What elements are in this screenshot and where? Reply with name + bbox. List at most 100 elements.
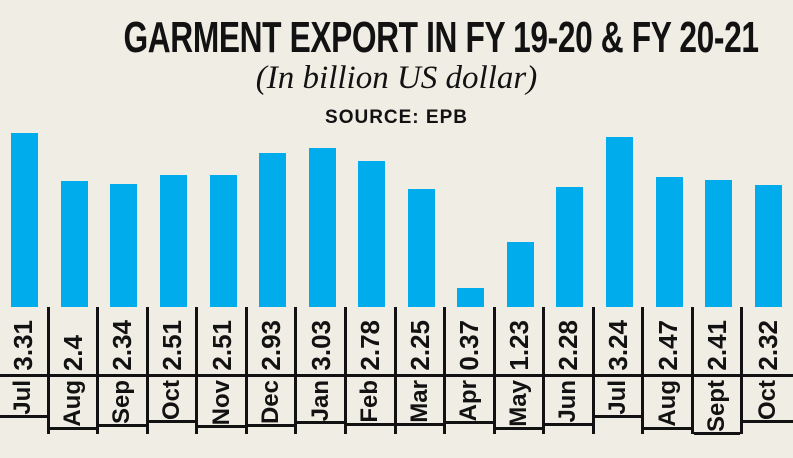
bar-zone <box>595 133 645 307</box>
value-label: 2.25 <box>404 320 435 371</box>
bar <box>11 133 39 307</box>
bar <box>506 242 534 307</box>
month-cell: Jul <box>594 377 645 434</box>
value-label: 2.78 <box>355 320 386 371</box>
value-label: 2.93 <box>256 320 287 371</box>
bar-zone <box>198 133 248 307</box>
chart-subtitle: (In billion US dollar) <box>255 60 538 96</box>
month-underline: Aug <box>49 377 97 430</box>
chart-column: 0.37 Apr <box>446 133 496 434</box>
value-cell: 2.51 <box>148 307 199 377</box>
value-cell: 2.51 <box>198 307 248 377</box>
month-label: Jul <box>9 380 37 415</box>
chart-column: 2.51 Oct <box>148 133 199 434</box>
value-label: 0.37 <box>454 320 485 371</box>
value-cell: 2.34 <box>99 307 149 377</box>
chart-column: 2.41 Sept <box>693 133 744 436</box>
chart-column: 2.34 Sep <box>99 133 149 434</box>
month-label: Oct <box>754 380 782 421</box>
month-cell: Jan <box>297 377 347 434</box>
value-label: 2.4 <box>57 334 88 371</box>
month-underline: Apr <box>446 377 493 425</box>
value-label: 2.34 <box>107 320 138 371</box>
month-underline: Nov <box>198 377 245 429</box>
month-label: Sep <box>108 380 136 425</box>
value-label: 2.41 <box>702 320 733 371</box>
month-underline: Jan <box>297 377 344 425</box>
value-label: 3.31 <box>8 320 39 371</box>
bar-chart: 3.31 Jul 2.4 Aug 2.34 Sep 2.51 Oct 2.51 Nov 2.93 De… <box>0 133 793 436</box>
value-label: 3.24 <box>603 320 634 371</box>
chart-column: 3.31 Jul <box>0 133 50 434</box>
month-underline: Sept <box>693 377 741 436</box>
month-label: Jan <box>306 380 334 422</box>
value-label: 2.47 <box>652 320 683 371</box>
month-underline: Jul <box>0 377 47 418</box>
bar-zone <box>644 133 694 307</box>
bar <box>209 175 237 307</box>
chart-column: 2.25 Mar <box>396 133 447 434</box>
source-label: SOURCE: EPB <box>325 107 468 128</box>
value-label: 2.32 <box>753 320 784 371</box>
value-label: 1.23 <box>503 320 534 371</box>
value-cell: 2.4 <box>49 307 100 377</box>
month-label: Dec <box>257 380 285 425</box>
bar <box>159 175 187 307</box>
bar <box>606 137 634 307</box>
month-cell: Apr <box>446 377 496 434</box>
value-cell: 2.28 <box>545 307 595 377</box>
chart-title-text: GARMENT EXPORT IN FY 19-20 & FY 20-21 <box>123 13 759 62</box>
value-label: 2.51 <box>156 320 187 371</box>
month-cell: Nov <box>198 377 248 434</box>
value-cell: 2.78 <box>346 307 397 377</box>
bar <box>655 177 683 307</box>
value-cell: 1.23 <box>495 307 546 377</box>
month-cell: Oct <box>148 377 199 434</box>
value-label: 2.28 <box>553 320 584 371</box>
bar-zone <box>149 133 199 307</box>
month-label: Jul <box>604 380 632 415</box>
month-underline: Mar <box>396 377 444 426</box>
month-label: Oct <box>157 380 185 421</box>
value-cell: 3.31 <box>0 307 50 377</box>
chart-column: 2.51 Nov <box>198 133 248 434</box>
bar <box>358 161 386 307</box>
month-label: Sept <box>703 380 731 433</box>
chart-title: GARMENT EXPORT IN FY 19-20 & FY 20-21 <box>0 16 793 60</box>
month-cell: Sept <box>693 377 744 436</box>
month-label: Aug <box>58 380 86 427</box>
bar <box>110 184 138 307</box>
chart-column: 3.03 Jan <box>297 133 347 434</box>
bar-zone <box>347 133 397 307</box>
month-cell: Jul <box>0 377 50 434</box>
chart-column: 2.78 Feb <box>346 133 397 434</box>
month-underline: Dec <box>247 377 295 428</box>
bar <box>60 181 88 307</box>
month-label: Jun <box>554 380 582 423</box>
month-cell: Dec <box>247 377 298 434</box>
value-cell: 2.93 <box>247 307 298 377</box>
chart-column: 2.93 Dec <box>247 133 298 434</box>
month-cell: Aug <box>49 377 100 434</box>
month-cell: Feb <box>346 377 397 434</box>
chart-column: 2.47 Aug <box>644 133 694 434</box>
month-label: Feb <box>356 380 384 423</box>
bar-zone <box>694 133 744 307</box>
value-label: 2.51 <box>206 320 237 371</box>
month-underline: Sep <box>99 377 146 428</box>
bar <box>556 187 584 307</box>
value-cell: 2.41 <box>693 307 744 377</box>
month-underline: Oct <box>148 377 196 424</box>
value-cell: 2.47 <box>644 307 694 377</box>
bar-zone <box>446 133 496 307</box>
month-underline: Jun <box>545 377 592 426</box>
chart-column: 2.4 Aug <box>49 133 100 434</box>
bar <box>754 185 782 307</box>
bar-zone <box>50 133 100 307</box>
month-cell: May <box>495 377 546 434</box>
value-cell: 3.03 <box>297 307 347 377</box>
month-cell: Sep <box>99 377 149 434</box>
month-label: Apr <box>455 380 483 422</box>
month-underline: Aug <box>644 377 691 430</box>
month-label: Nov <box>207 380 235 426</box>
